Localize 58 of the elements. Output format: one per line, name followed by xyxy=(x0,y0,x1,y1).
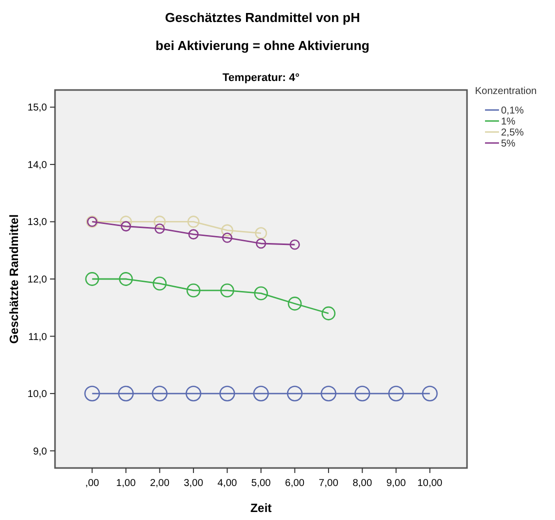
y-tick-label: 10,0 xyxy=(28,389,48,400)
point xyxy=(290,239,300,250)
y-tick-label: 15,0 xyxy=(28,102,48,114)
point xyxy=(84,386,100,402)
x-tick-label: 9,00 xyxy=(386,478,406,489)
y-tick-label: 13,0 xyxy=(28,217,48,228)
x-tick-label: 3,00 xyxy=(184,478,204,489)
point xyxy=(253,386,269,402)
point xyxy=(288,296,302,311)
x-tick-label: 6,00 xyxy=(285,478,305,489)
x-tick-label: 10,00 xyxy=(417,478,443,489)
point xyxy=(118,272,133,286)
x-axis-title: Zeit xyxy=(250,501,272,515)
point xyxy=(188,229,199,240)
x-tick-label: 8,00 xyxy=(352,478,372,489)
point xyxy=(256,238,266,249)
y-tick-label: 9,0 xyxy=(33,446,48,458)
point xyxy=(254,227,268,240)
x-tick-label: 1,00 xyxy=(116,478,136,489)
legend-label: 2,5% xyxy=(501,128,524,138)
x-tick-label: 2,00 xyxy=(150,478,170,489)
point xyxy=(422,386,438,402)
point xyxy=(154,223,165,234)
point xyxy=(354,386,370,402)
chart-title: Geschätztes Randmittel von pH xyxy=(164,10,360,25)
point xyxy=(186,386,202,402)
y-axis-title: Geschätzte Randmittel xyxy=(7,214,21,344)
x-tick-label: 4,00 xyxy=(217,478,238,489)
point xyxy=(320,386,336,402)
point xyxy=(120,221,132,232)
chart-subtitle: bei Aktivierung = ohne Aktivierung xyxy=(156,38,370,53)
y-tick-label: 14,0 xyxy=(28,160,48,171)
point xyxy=(219,386,236,402)
point xyxy=(220,284,234,298)
y-tick-label: 11,0 xyxy=(28,332,48,343)
x-tick-label: 7,00 xyxy=(318,478,339,489)
legend-label: 0,1% xyxy=(501,106,524,116)
point xyxy=(120,216,132,228)
point xyxy=(322,306,336,320)
legend-title: Konzentration xyxy=(475,86,537,97)
point xyxy=(186,284,200,298)
text: Temperatur: 4° xyxy=(222,72,300,84)
point xyxy=(286,386,303,402)
point xyxy=(152,276,167,291)
point xyxy=(254,286,268,300)
point xyxy=(222,232,232,243)
point xyxy=(85,272,100,286)
legend-label: 1% xyxy=(501,116,516,128)
point xyxy=(187,216,200,228)
x-tick-label: 5,00 xyxy=(251,478,272,489)
legend-label: 5% xyxy=(501,138,516,150)
y-tick-label: 12,0 xyxy=(28,274,48,286)
point xyxy=(154,216,166,228)
point xyxy=(152,386,168,402)
point xyxy=(388,386,404,402)
x-tick-label: ,00 xyxy=(85,478,100,489)
point xyxy=(221,224,234,236)
point xyxy=(118,386,134,402)
